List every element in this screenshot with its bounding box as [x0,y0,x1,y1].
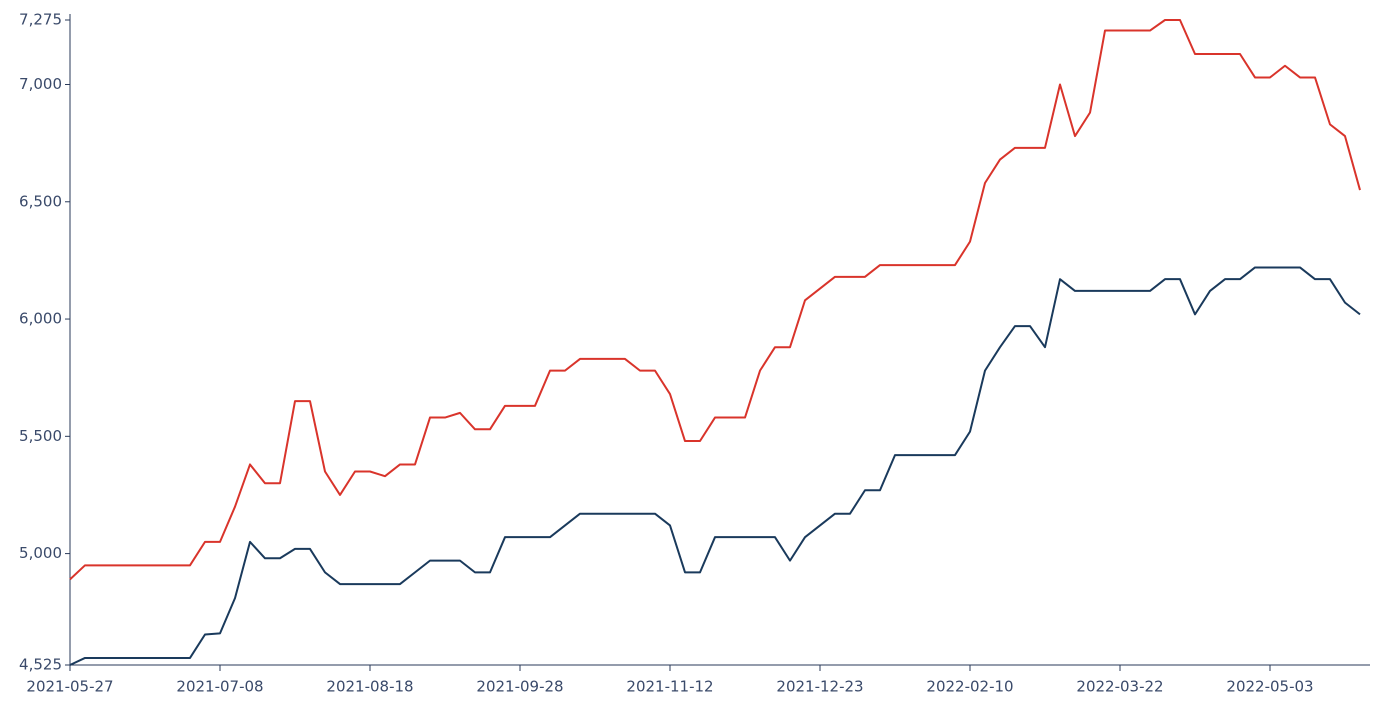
y-tick-label: 6,000 [19,310,62,328]
x-tick-label: 2022-03-22 [1076,678,1163,696]
y-tick-label: 5,500 [19,427,62,445]
x-tick-label: 2021-11-12 [626,678,713,696]
series-line [69,19,1361,581]
x-tick-label: 2022-05-03 [1226,678,1313,696]
y-tick-label: 7,275 [19,11,62,29]
y-tick-label: 6,500 [19,192,62,210]
y-tick-label: 5,000 [19,544,62,562]
x-tick-label: 2021-09-28 [476,678,563,696]
y-tick-label: 4,525 [19,656,62,674]
x-tick-label: 2021-07-08 [176,678,263,696]
x-tick-label: 2021-05-27 [26,678,113,696]
y-tick-label: 7,000 [19,75,62,93]
series-line [69,266,1361,666]
x-tick-label: 2022-02-10 [926,678,1013,696]
x-tick-label: 2021-12-23 [776,678,863,696]
x-tick-label: 2021-08-18 [326,678,413,696]
